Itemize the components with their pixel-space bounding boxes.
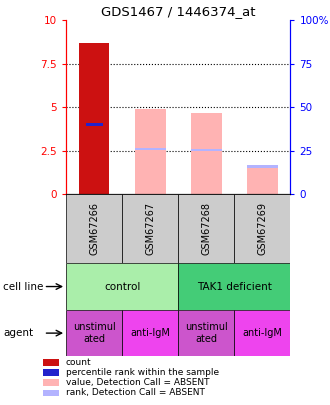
- Text: GSM67267: GSM67267: [145, 202, 155, 256]
- Text: rank, Detection Call = ABSENT: rank, Detection Call = ABSENT: [66, 388, 205, 397]
- Text: count: count: [66, 358, 92, 367]
- Text: GSM67268: GSM67268: [201, 202, 211, 255]
- Text: anti-IgM: anti-IgM: [243, 328, 282, 338]
- Bar: [234, 194, 290, 263]
- Title: GDS1467 / 1446374_at: GDS1467 / 1446374_at: [101, 5, 255, 18]
- Bar: [191, 113, 222, 194]
- Bar: [135, 148, 166, 150]
- Text: GSM67266: GSM67266: [89, 202, 99, 255]
- Text: control: control: [104, 281, 140, 292]
- Bar: [247, 165, 278, 194]
- Bar: [122, 194, 178, 263]
- Bar: [66, 194, 122, 263]
- Text: GSM67269: GSM67269: [257, 202, 267, 255]
- Bar: [135, 109, 166, 194]
- Bar: [66, 310, 122, 356]
- Bar: [191, 149, 222, 151]
- Text: agent: agent: [3, 328, 33, 338]
- Bar: [122, 310, 178, 356]
- Text: anti-IgM: anti-IgM: [130, 328, 170, 338]
- Text: value, Detection Call = ABSENT: value, Detection Call = ABSENT: [66, 378, 210, 387]
- Bar: [178, 194, 234, 263]
- Bar: [234, 310, 290, 356]
- Text: TAK1 deficient: TAK1 deficient: [197, 281, 272, 292]
- Bar: [85, 124, 103, 126]
- Bar: [66, 263, 178, 310]
- Bar: [79, 43, 110, 194]
- Text: percentile rank within the sample: percentile rank within the sample: [66, 368, 219, 377]
- Text: unstimul
ated: unstimul ated: [185, 322, 228, 344]
- Text: unstimul
ated: unstimul ated: [73, 322, 115, 344]
- Bar: [247, 165, 278, 168]
- Text: cell line: cell line: [3, 281, 44, 292]
- Bar: [178, 263, 290, 310]
- Bar: [178, 310, 234, 356]
